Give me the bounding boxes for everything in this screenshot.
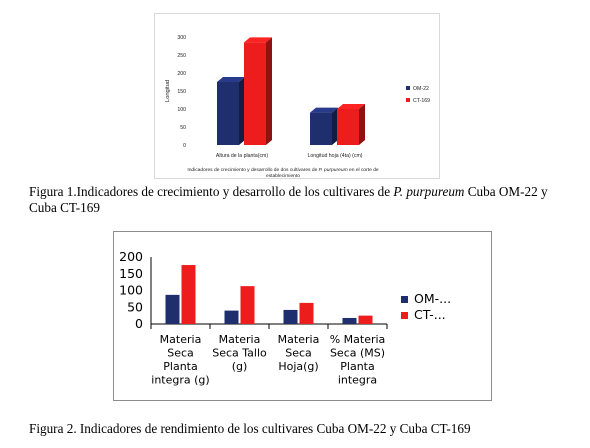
y-tick-label: 100 <box>119 283 143 298</box>
bar <box>358 315 373 324</box>
figure1-caption: Figura 1.Indicadores de crecimiento y de… <box>29 184 574 216</box>
y-tick-label: 0 <box>183 143 186 149</box>
legend-swatch <box>401 312 408 319</box>
y-tick-label: 100 <box>177 107 186 113</box>
x-tick-label: integra <box>338 374 377 387</box>
y-tick-label: 0 <box>135 316 143 331</box>
bar-top <box>310 107 338 113</box>
figure1-chart: 300 250 200 150 100 50 0 Longitud Altura de la p… <box>154 13 440 179</box>
bar-side <box>359 104 365 145</box>
legend-label: CT-... <box>414 307 446 322</box>
bar <box>299 302 314 324</box>
figure1-chart-svg: 300 250 200 150 100 50 0 Longitud Altura de la p… <box>165 35 430 179</box>
legend-label: OM-22 <box>413 86 429 92</box>
bar-side <box>239 77 245 145</box>
figure1-caption-species: P. purpureum <box>393 184 465 199</box>
bar-side <box>332 107 338 145</box>
y-tick-label: 200 <box>119 249 143 264</box>
y-tick-label: 150 <box>177 89 186 95</box>
legend-label: OM-... <box>414 291 451 306</box>
y-tick-label: 150 <box>119 266 143 281</box>
legend-label: CT-169 <box>413 98 430 104</box>
bar-front <box>244 42 266 145</box>
bar-top <box>244 37 272 43</box>
bar <box>283 309 298 324</box>
x-tick-label: integra (g) <box>151 374 209 387</box>
y-axis-label: Longitud <box>165 80 171 102</box>
legend-swatch <box>406 86 410 90</box>
bar-front <box>217 82 239 145</box>
figure1-caption-suffix: Cuba OM-22 y Cuba CT-169 <box>29 184 548 215</box>
x-axis-label-line1: Indicadores de crecimiento y desarrollo … <box>187 167 379 173</box>
x-tick-label: Seca <box>167 347 194 360</box>
y-tick-label: 300 <box>177 35 186 41</box>
x-tick-label: Materia <box>160 333 202 346</box>
legend-swatch <box>401 296 408 303</box>
x-tick-label: Materia <box>219 333 261 346</box>
x-tick-label: Seca Tallo <box>212 347 267 360</box>
bar-top <box>337 104 365 109</box>
bar <box>165 294 180 324</box>
y-tick-label: 200 <box>177 71 186 77</box>
x-tick-label: % Materia <box>330 333 386 346</box>
x-tick-label: Planta <box>163 360 197 373</box>
x-tick-label: Seca <box>285 347 312 360</box>
legend-swatch <box>406 98 410 102</box>
y-tick-label: 50 <box>180 125 186 131</box>
bar-top <box>217 77 245 82</box>
bar <box>342 317 357 324</box>
figure2-chart: 200 150 100 50 0 Materia Seca Planta integra (g)… <box>113 231 492 401</box>
x-tick-label: Longitud hoja (4ta) (cm) <box>307 153 362 159</box>
x-tick-label: Altura de la planta(cm) <box>216 153 268 159</box>
bar <box>181 265 196 324</box>
x-tick-label: (g) <box>232 360 248 373</box>
y-tick-label: 250 <box>177 53 186 59</box>
x-tick-label: Hoja(g) <box>278 360 318 373</box>
bar <box>224 310 239 324</box>
bar-front <box>337 109 359 145</box>
y-tick-label: 50 <box>127 299 143 314</box>
bar-side <box>266 37 272 145</box>
x-tick-label: Materia <box>278 333 320 346</box>
x-axis-label-line2: establecimiento <box>266 173 300 179</box>
figure2-caption: Figura 2. Indicadores de rendimiento de … <box>29 421 471 436</box>
x-tick-label: Seca (MS) <box>330 347 385 360</box>
figure1-caption-prefix: Figura 1.Indicadores de crecimiento y de… <box>29 184 394 199</box>
x-tick-label: Planta <box>340 360 374 373</box>
bar-front <box>310 112 332 145</box>
bar <box>240 286 255 324</box>
